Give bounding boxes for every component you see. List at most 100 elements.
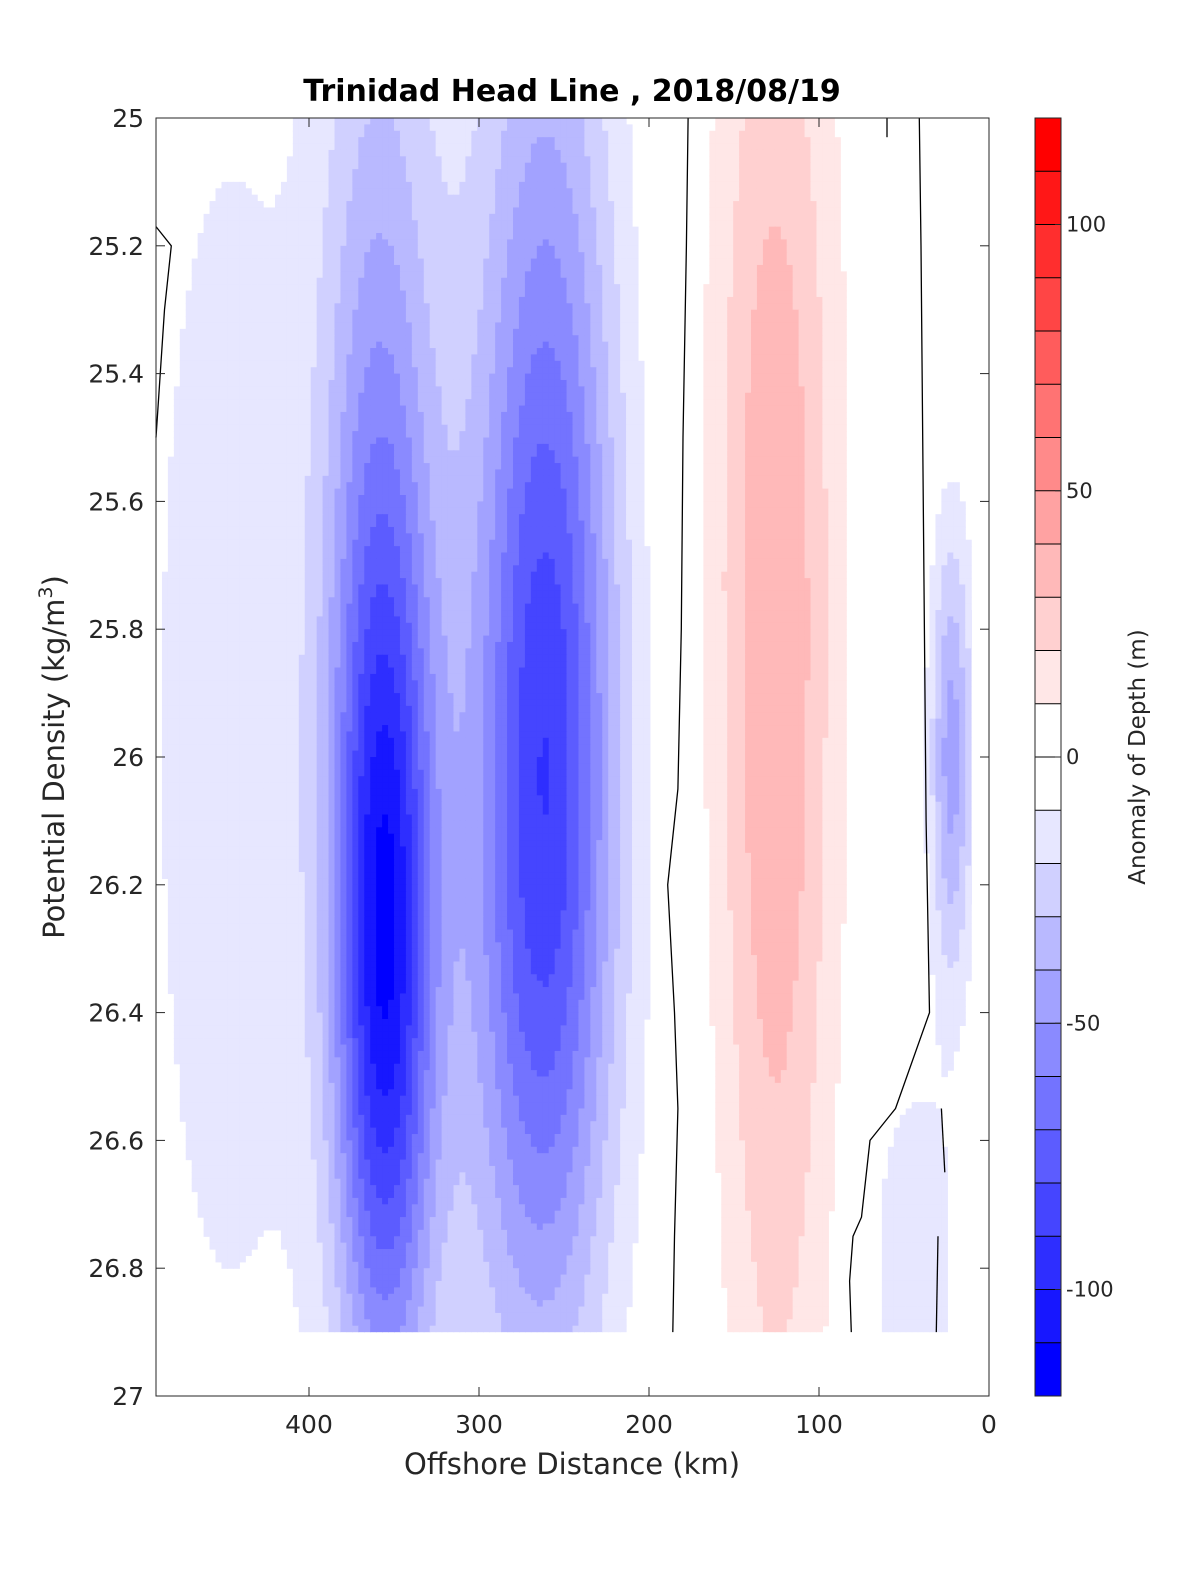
- contour-cell: [727, 169, 734, 176]
- contour-cell: [436, 431, 443, 438]
- contour-cell: [769, 322, 776, 329]
- contour-cell: [573, 425, 580, 432]
- contour-cell: [757, 131, 764, 138]
- contour-cell: [412, 335, 419, 342]
- contour-cell: [513, 399, 520, 406]
- contour-cell: [775, 393, 782, 400]
- contour-cell: [507, 176, 514, 183]
- contour-cell: [364, 176, 371, 183]
- contour-cell: [822, 342, 829, 349]
- contour-cell: [578, 131, 585, 138]
- contour-cell: [501, 207, 508, 214]
- contour-cell: [787, 310, 794, 317]
- contour-cell: [567, 156, 574, 163]
- contour-cell: [501, 367, 508, 374]
- contour-cell: [346, 118, 353, 125]
- contour-cell: [448, 374, 455, 381]
- contour-cell: [430, 214, 437, 221]
- contour-cell: [299, 265, 306, 272]
- contour-cell: [346, 406, 353, 413]
- contour-cell: [442, 252, 449, 259]
- contour-cell: [811, 361, 818, 368]
- contour-cell: [340, 214, 347, 221]
- contour-cell: [799, 425, 806, 432]
- contour-cell: [602, 176, 609, 183]
- contour-cell: [376, 118, 383, 125]
- contour-cell: [406, 118, 413, 125]
- contour-cell: [305, 399, 312, 406]
- contour-cell: [412, 297, 419, 304]
- contour-cell: [727, 131, 734, 138]
- contour-cell: [364, 144, 371, 151]
- contour-cell: [311, 252, 318, 259]
- contour-cell: [721, 118, 728, 125]
- contour-cell: [781, 310, 788, 317]
- contour-cell: [489, 227, 496, 234]
- contour-cell: [745, 188, 752, 195]
- contour-cell: [323, 335, 330, 342]
- contour-cell: [346, 207, 353, 214]
- contour-cell: [370, 156, 377, 163]
- contour-cell: [251, 386, 258, 393]
- contour-cell: [358, 329, 365, 336]
- contour-cell: [495, 297, 502, 304]
- contour-cell: [465, 367, 472, 374]
- contour-cell: [227, 207, 234, 214]
- contour-cell: [739, 342, 746, 349]
- contour-cell: [311, 399, 318, 406]
- contour-cell: [204, 348, 211, 355]
- contour-cell: [305, 239, 312, 246]
- contour-cell: [459, 233, 466, 240]
- contour-cell: [263, 438, 270, 445]
- contour-cell: [561, 367, 568, 374]
- contour-cell: [471, 450, 478, 457]
- contour-cell: [323, 259, 330, 266]
- contour-cell: [483, 259, 490, 266]
- contour-cell: [311, 406, 318, 413]
- contour-cell: [459, 335, 466, 342]
- contour-cell: [561, 431, 568, 438]
- contour-cell: [406, 137, 413, 144]
- contour-cell: [239, 425, 246, 432]
- contour-cell: [448, 220, 455, 227]
- contour-cell: [346, 342, 353, 349]
- contour-cell: [715, 182, 722, 189]
- contour-cell: [816, 386, 823, 393]
- contour-cell: [352, 278, 359, 285]
- contour-cell: [335, 118, 342, 125]
- contour-cell: [614, 169, 621, 176]
- contour-cell: [787, 329, 794, 336]
- contour-cell: [626, 182, 633, 189]
- contour-cell: [382, 182, 389, 189]
- contour-cell: [454, 131, 461, 138]
- contour-cell: [221, 418, 228, 425]
- contour-cell: [507, 348, 514, 355]
- contour-cell: [358, 118, 365, 125]
- contour-cell: [317, 207, 324, 214]
- contour-cell: [543, 188, 550, 195]
- contour-cell: [793, 265, 800, 272]
- contour-cell: [245, 297, 252, 304]
- contour-cell: [519, 182, 526, 189]
- contour-cell: [578, 367, 585, 374]
- contour-cell: [733, 150, 740, 157]
- contour-cell: [715, 361, 722, 368]
- contour-cell: [221, 278, 228, 285]
- contour-cell: [424, 291, 431, 298]
- contour-cell: [412, 131, 419, 138]
- contour-cell: [834, 182, 841, 189]
- contour-cell: [561, 259, 568, 266]
- contour-cell: [513, 444, 520, 451]
- contour-cell: [204, 399, 211, 406]
- contour-cell: [489, 233, 496, 240]
- contour-cell: [382, 220, 389, 227]
- contour-cell: [352, 438, 359, 445]
- contour-cell: [608, 137, 615, 144]
- contour-cell: [227, 425, 234, 432]
- contour-cell: [412, 450, 419, 457]
- contour-cell: [275, 246, 282, 253]
- contour-cell: [180, 431, 187, 438]
- contour-cell: [793, 220, 800, 227]
- contour-cell: [382, 425, 389, 432]
- contour-cell: [751, 386, 758, 393]
